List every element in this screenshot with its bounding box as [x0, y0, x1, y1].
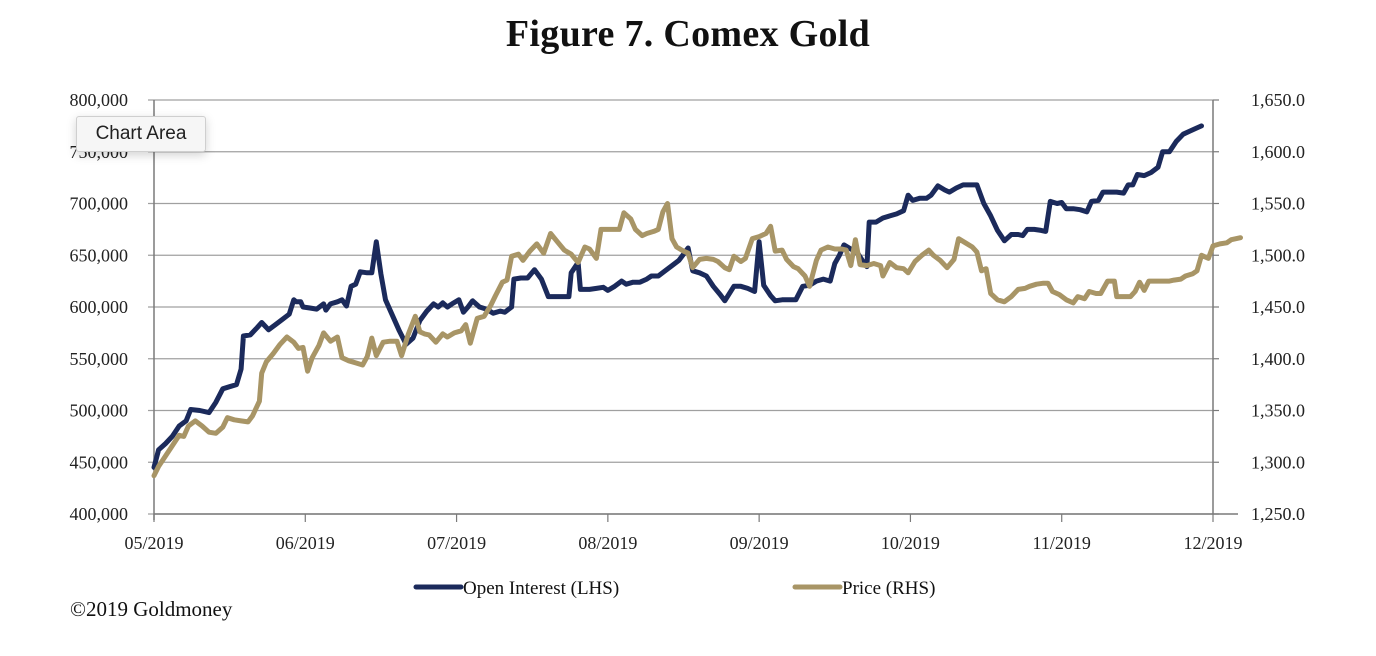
- x-tick-label: 11/2019: [1033, 533, 1091, 553]
- chart-title: Figure 7. Comex Gold: [505, 13, 871, 55]
- chart-area-tooltip: Chart Area: [76, 116, 206, 152]
- x-tick-label: 12/2019: [1183, 533, 1242, 553]
- right-tick-label: 1,250.0: [1251, 504, 1305, 524]
- copyright-text: ©2019 Goldmoney: [70, 597, 233, 621]
- left-tick-label: 800,000: [70, 90, 129, 110]
- right-tick-label: 1,450.0: [1251, 297, 1305, 317]
- right-tick-label: 1,350.0: [1251, 401, 1305, 421]
- left-tick-label: 600,000: [70, 297, 129, 317]
- left-tick-label: 550,000: [70, 349, 129, 369]
- series-lines: [151, 123, 1243, 479]
- legend: Open Interest (LHS) Price (RHS): [413, 578, 935, 599]
- left-tick-label: 650,000: [70, 245, 129, 265]
- right-axis-ticks: 1,250.0 1,300.0 1,350.0 1,400.0 1,450.0 1,500…: [1251, 90, 1305, 524]
- left-tick-label: 700,000: [70, 194, 129, 214]
- right-tick-label: 1,550.0: [1251, 194, 1305, 214]
- legend-label: Open Interest (LHS): [463, 578, 619, 599]
- right-tick-label: 1,400.0: [1251, 349, 1305, 369]
- price-series-line: [151, 201, 1243, 479]
- x-axis-ticks: 05/2019 06/2019 07/2019 08/2019 09/2019 10/20…: [124, 533, 1242, 553]
- axes: [153, 100, 1238, 522]
- left-tick-label: 500,000: [70, 401, 129, 421]
- left-tick-label: 400,000: [70, 504, 129, 524]
- x-tick-label: 07/2019: [427, 533, 486, 553]
- x-tick-label: 08/2019: [578, 533, 637, 553]
- right-tick-label: 1,300.0: [1251, 452, 1305, 472]
- left-axis-ticks: 400,000 450,000 500,000 550,000 600,000 650,0…: [70, 90, 129, 524]
- x-tick-label: 09/2019: [730, 533, 789, 553]
- x-tick-label: 06/2019: [276, 533, 335, 553]
- right-tick-label: 1,650.0: [1251, 90, 1305, 110]
- right-tick-label: 1,600.0: [1251, 142, 1305, 162]
- x-tick-label: 10/2019: [881, 533, 940, 553]
- legend-label: Price (RHS): [842, 578, 935, 599]
- open-interest-series-line: [151, 123, 1204, 470]
- right-tick-label: 1,500.0: [1251, 245, 1305, 265]
- x-tick-label: 05/2019: [124, 533, 183, 553]
- left-tick-label: 450,000: [70, 452, 129, 472]
